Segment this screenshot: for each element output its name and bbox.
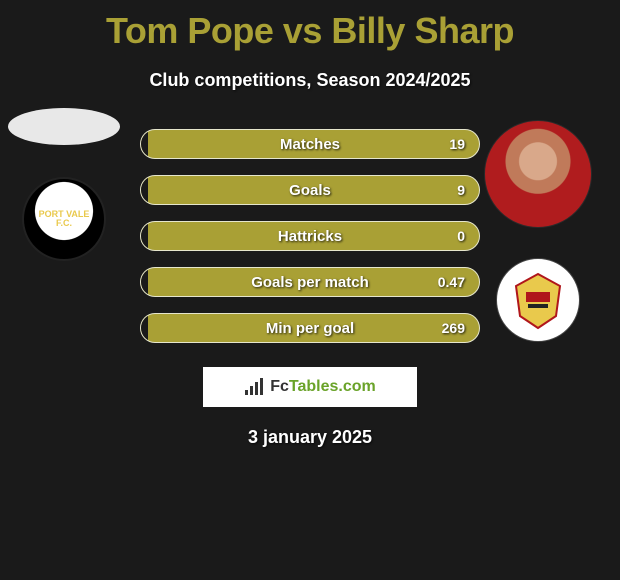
brand-badge[interactable]: FcTables.com xyxy=(203,367,417,407)
stat-value: 19 xyxy=(449,136,465,152)
stat-value: 0.47 xyxy=(438,274,465,290)
right-player-column xyxy=(484,120,592,342)
stat-label: Hattricks xyxy=(278,228,342,245)
stat-label: Matches xyxy=(280,136,340,153)
stat-row: Hattricks 0 xyxy=(140,221,480,251)
stat-row: Goals per match 0.47 xyxy=(140,267,480,297)
stat-row-left-fill xyxy=(141,176,148,204)
stat-row: Goals 9 xyxy=(140,175,480,205)
left-player-column: PORT VALE F.C. xyxy=(8,108,120,261)
stat-label: Min per goal xyxy=(266,320,354,337)
brand-text: FcTables.com xyxy=(270,378,376,396)
stat-value: 0 xyxy=(457,228,465,244)
left-club-badge: PORT VALE F.C. xyxy=(22,177,106,261)
stat-row: Matches 19 xyxy=(140,129,480,159)
signal-bars-icon xyxy=(244,378,264,396)
stats-bars: Matches 19 Goals 9 Hattricks 0 Goals per match… xyxy=(140,129,480,343)
brand-prefix: Fc xyxy=(270,378,289,395)
brand-rest: Tables.com xyxy=(289,378,376,395)
left-club-badge-label: PORT VALE F.C. xyxy=(24,210,104,228)
club-crest-icon xyxy=(506,268,570,332)
player-photo-placeholder xyxy=(8,108,120,145)
footer-date: 3 january 2025 xyxy=(0,427,620,448)
stat-value: 9 xyxy=(457,182,465,198)
right-player-photo xyxy=(484,120,592,228)
right-club-badge xyxy=(496,258,580,342)
stat-row: Min per goal 269 xyxy=(140,313,480,343)
stat-label: Goals xyxy=(289,182,331,199)
stat-label: Goals per match xyxy=(251,274,369,291)
stat-row-left-fill xyxy=(141,130,148,158)
stat-value: 269 xyxy=(442,320,465,336)
page-title: Tom Pope vs Billy Sharp xyxy=(0,10,620,52)
stat-row-left-fill xyxy=(141,222,148,250)
stat-row-left-fill xyxy=(141,314,148,342)
stat-row-left-fill xyxy=(141,268,148,296)
comparison-card: Tom Pope vs Billy Sharp Club competition… xyxy=(0,0,620,448)
subtitle: Club competitions, Season 2024/2025 xyxy=(0,70,620,91)
